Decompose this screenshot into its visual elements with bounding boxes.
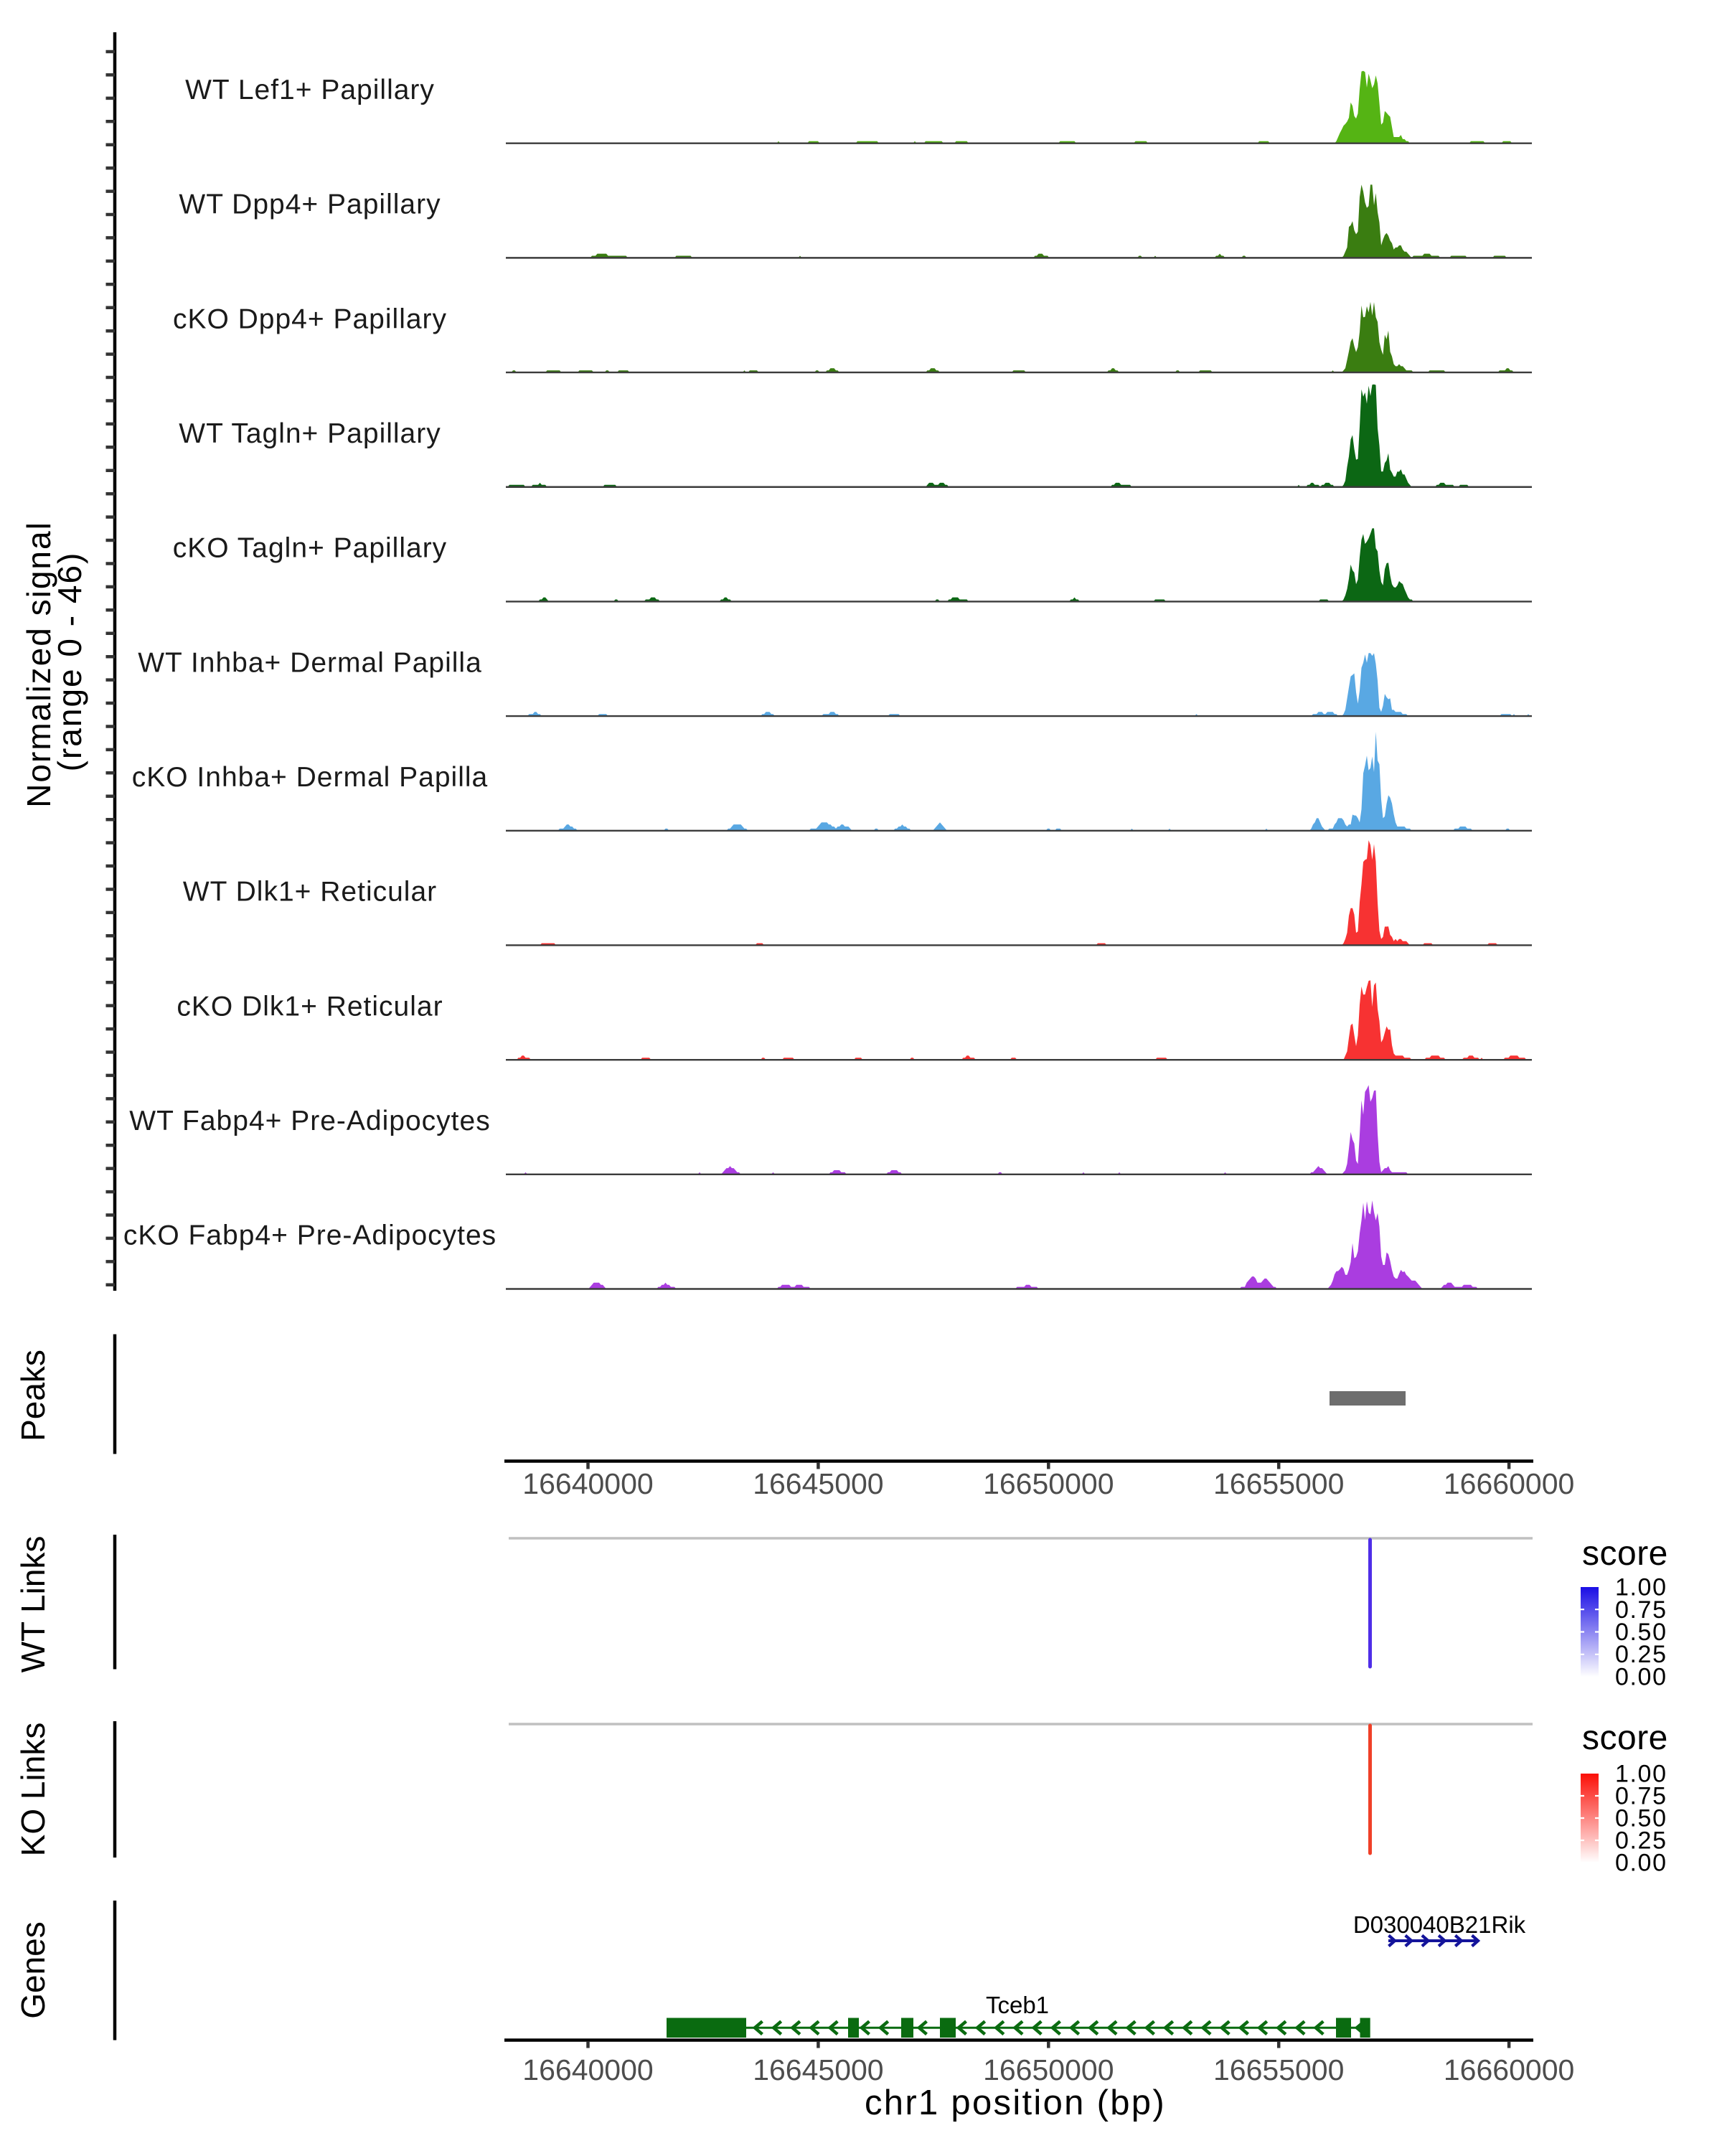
svg-text:16640000: 16640000	[522, 1467, 653, 1500]
svg-text:cKO Dlk1+ Reticular: cKO Dlk1+ Reticular	[177, 991, 443, 1022]
svg-text:WT Tagln+ Papillary: WT Tagln+ Papillary	[179, 418, 441, 449]
svg-text:cKO Dpp4+ Papillary: cKO Dpp4+ Papillary	[173, 303, 447, 334]
svg-text:cKO Fabp4+ Pre-Adipocytes: cKO Fabp4+ Pre-Adipocytes	[123, 1220, 497, 1251]
svg-text:0.00: 0.00	[1615, 1850, 1667, 1877]
svg-text:score: score	[1582, 1719, 1668, 1757]
svg-text:WT Inhba+ Dermal Papilla: WT Inhba+ Dermal Papilla	[138, 647, 482, 678]
svg-text:WT Dlk1+ Reticular: WT Dlk1+ Reticular	[183, 877, 437, 908]
svg-text:0.25: 0.25	[1615, 1827, 1667, 1855]
svg-text:(range 0 - 46): (range 0 - 46)	[51, 552, 88, 772]
svg-text:score: score	[1582, 1535, 1668, 1573]
svg-text:0.50: 0.50	[1615, 1619, 1667, 1646]
svg-text:Peaks: Peaks	[14, 1350, 52, 1441]
svg-text:16650000: 16650000	[983, 2053, 1114, 2086]
svg-text:KO Links: KO Links	[14, 1723, 52, 1857]
svg-text:Genes: Genes	[14, 1921, 52, 2019]
svg-text:WT Fabp4+ Pre-Adipocytes: WT Fabp4+ Pre-Adipocytes	[129, 1106, 490, 1136]
svg-text:1.00: 1.00	[1615, 1761, 1667, 1788]
svg-text:Normalized signal: Normalized signal	[20, 521, 57, 808]
svg-text:WT Links: WT Links	[14, 1536, 52, 1673]
svg-text:16660000: 16660000	[1444, 2053, 1574, 2086]
svg-text:0.50: 0.50	[1615, 1805, 1667, 1832]
svg-text:0.25: 0.25	[1615, 1641, 1667, 1668]
svg-text:chr1 position (bp): chr1 position (bp)	[865, 2084, 1166, 2122]
svg-text:16655000: 16655000	[1213, 1467, 1344, 1500]
svg-text:cKO Tagln+ Papillary: cKO Tagln+ Papillary	[173, 533, 447, 564]
svg-text:Tceb1: Tceb1	[986, 1992, 1049, 2018]
svg-text:0.75: 0.75	[1615, 1783, 1667, 1810]
svg-text:1.00: 1.00	[1615, 1574, 1667, 1601]
svg-text:D030040B21Rik: D030040B21Rik	[1353, 1911, 1526, 1938]
svg-text:16650000: 16650000	[983, 1467, 1114, 1500]
svg-text:0.00: 0.00	[1615, 1664, 1667, 1691]
svg-text:16645000: 16645000	[753, 2053, 883, 2086]
svg-text:0.75: 0.75	[1615, 1596, 1667, 1624]
svg-text:16655000: 16655000	[1213, 2053, 1344, 2086]
svg-text:WT Dpp4+ Papillary: WT Dpp4+ Papillary	[179, 189, 441, 220]
svg-text:cKO Inhba+ Dermal Papilla: cKO Inhba+ Dermal Papilla	[132, 762, 489, 793]
svg-text:16660000: 16660000	[1444, 1467, 1574, 1500]
svg-text:16645000: 16645000	[753, 1467, 883, 1500]
svg-text:16640000: 16640000	[522, 2053, 653, 2086]
svg-text:WT Lef1+ Papillary: WT Lef1+ Papillary	[185, 75, 435, 105]
